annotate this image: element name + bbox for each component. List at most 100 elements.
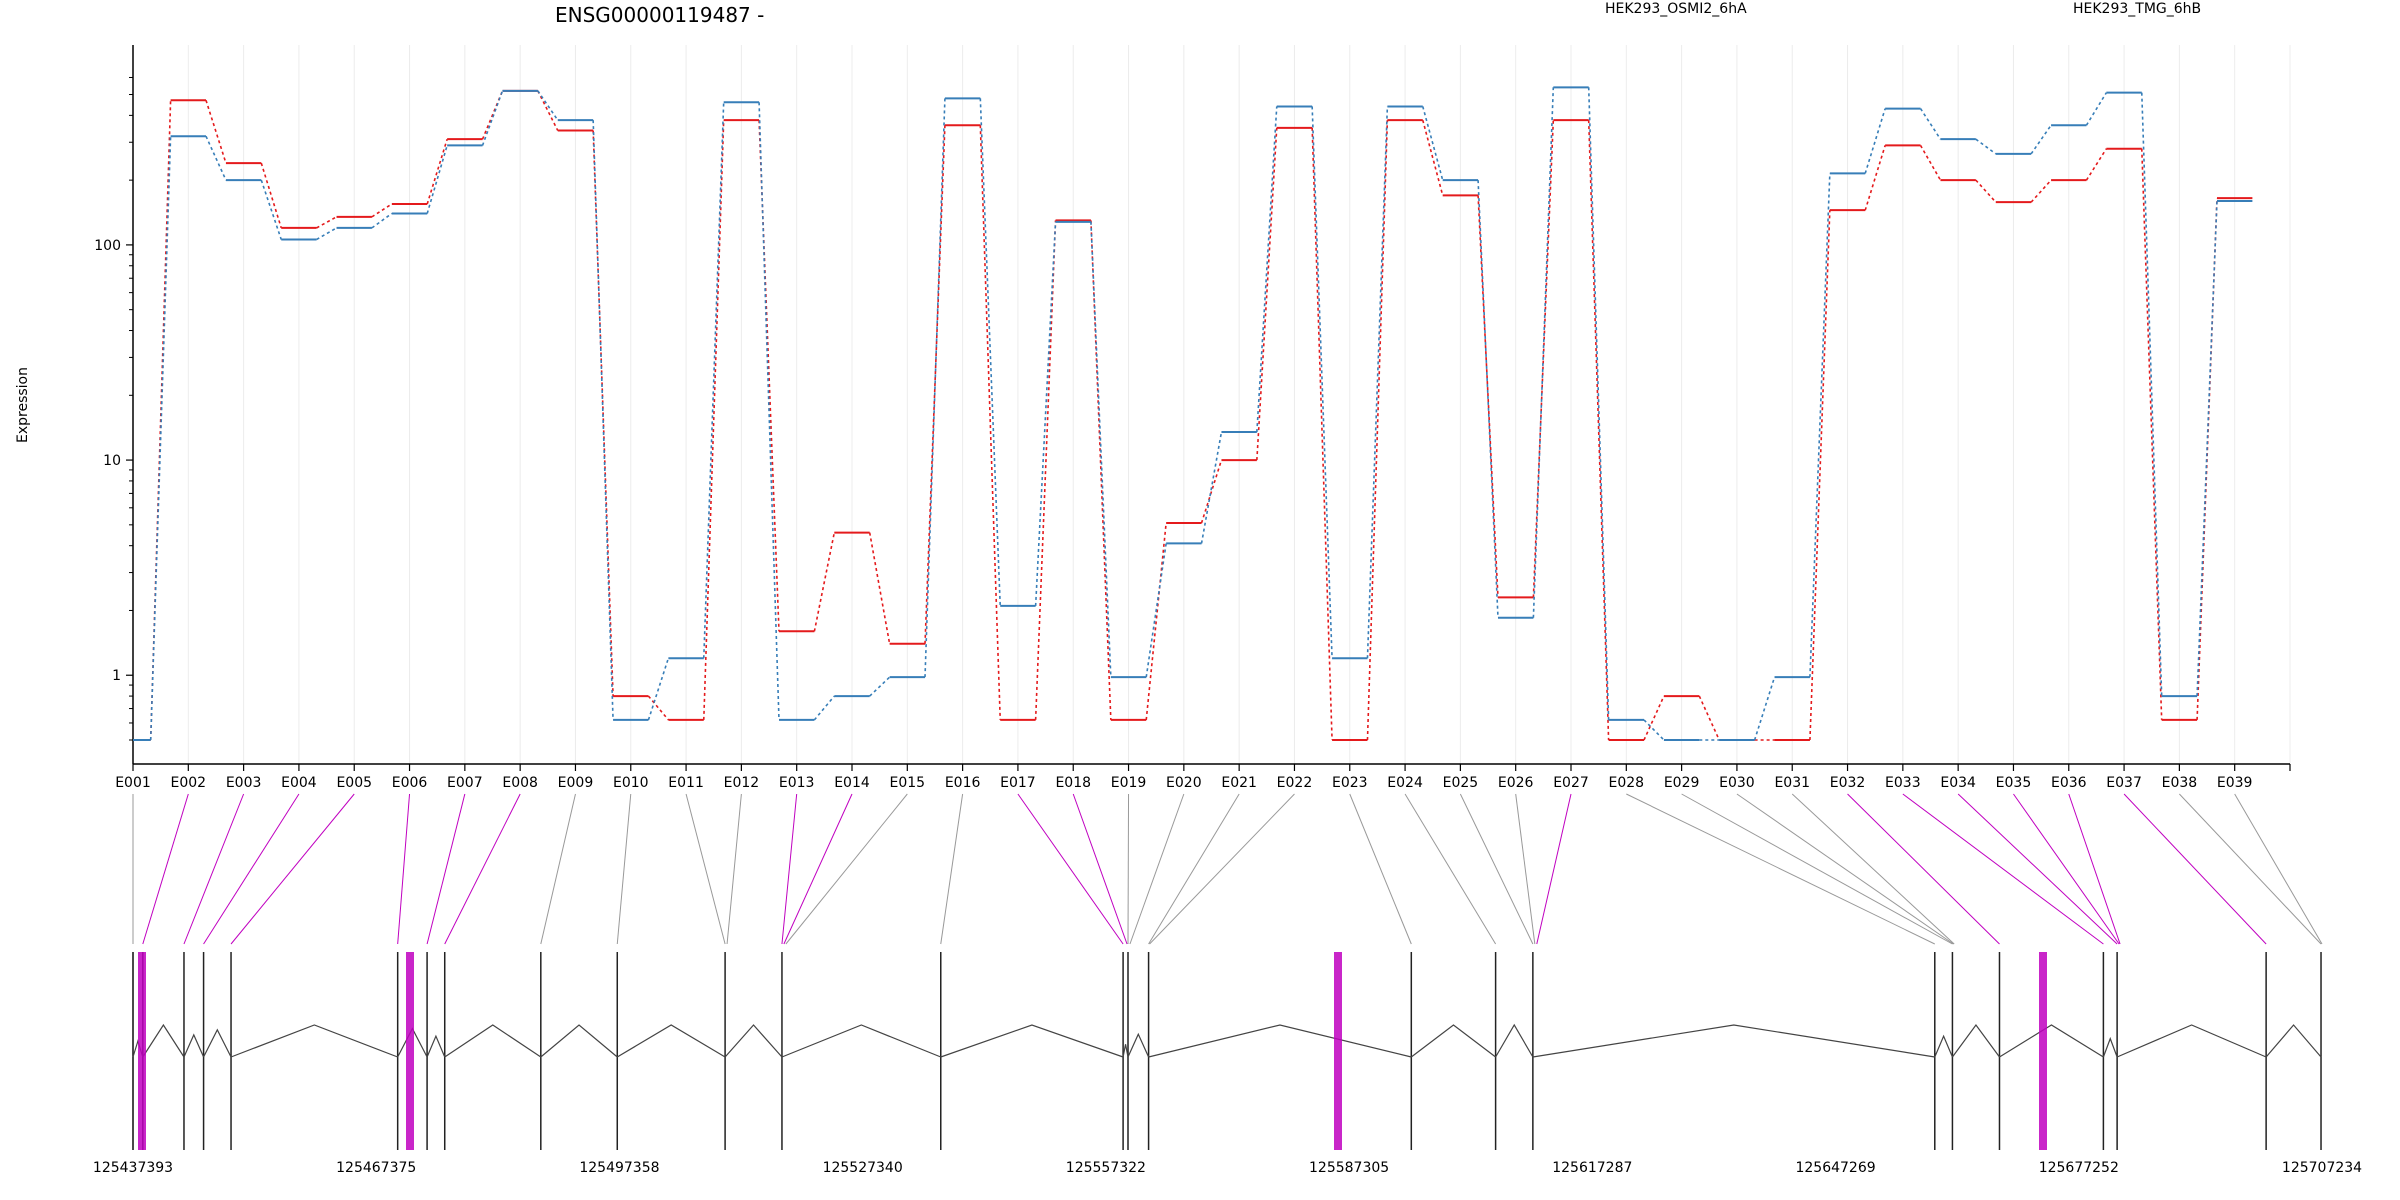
transition-segment <box>426 138 448 205</box>
transition-segment <box>2030 124 2052 155</box>
connector-line <box>1681 793 1953 945</box>
x-tick-label: E001 <box>115 775 151 791</box>
transition-segment <box>1145 543 1167 678</box>
y-axis-label: Expression <box>15 367 31 443</box>
intron-line <box>1122 1044 1129 1058</box>
series-2 <box>133 86 2253 741</box>
transition-segment <box>647 695 669 721</box>
transition-segment <box>979 125 1002 720</box>
connector-line <box>1736 793 1954 945</box>
connector-line <box>1404 793 1497 945</box>
connector-line <box>781 793 798 945</box>
x-tick-label: E002 <box>171 775 207 791</box>
connector-line <box>444 793 521 945</box>
x-ticks: E001 E002 E003 E004 E005 E006 E007 E008 E009 E010… <box>115 764 2291 791</box>
intron-line <box>616 1024 726 1058</box>
connector-line <box>1129 793 1185 945</box>
x-tick-label: E012 <box>724 775 760 791</box>
exon-connectors <box>132 793 2323 945</box>
transition-segment <box>149 136 172 741</box>
chart-title: ENSG00000119487 - <box>555 3 764 27</box>
transition-segment <box>2085 148 2108 181</box>
x-tick-label: E007 <box>447 775 483 791</box>
x-tick-label: E005 <box>336 775 372 791</box>
connector-line <box>1149 793 1295 945</box>
connector-line <box>2179 793 2322 945</box>
transition-segment <box>371 203 393 218</box>
transition-segment <box>481 90 504 146</box>
intron-line <box>1999 1024 2104 1058</box>
transition-segment <box>758 120 780 632</box>
transition-segment <box>702 102 725 659</box>
axes: 1 10 100 <box>94 45 2290 765</box>
connector-line <box>183 793 245 945</box>
x-tick-label: E004 <box>281 775 317 791</box>
y-tick-label: 1 <box>112 668 121 684</box>
transition-segment <box>260 179 282 240</box>
transition-segment <box>702 120 725 720</box>
coordinate-label: 125527340 <box>823 1160 903 1176</box>
x-tick-label: E016 <box>945 775 981 791</box>
transition-segment <box>1975 179 1997 203</box>
intron-line <box>426 1034 446 1058</box>
connector-line <box>2068 793 2121 945</box>
transition-segment <box>1532 87 1555 618</box>
transition-segment <box>2140 92 2163 697</box>
coordinate-label: 125617287 <box>1552 1160 1632 1176</box>
gene-model <box>132 952 2322 1150</box>
connector-line <box>397 793 411 945</box>
transition-segment <box>316 227 337 241</box>
transition-segment <box>1809 210 1831 741</box>
x-tick-label: E010 <box>613 775 649 791</box>
transition-segment <box>1643 719 1665 741</box>
legend-series-2: HEK293_TMG_6hB <box>2073 1 2201 17</box>
highlighted-exon <box>138 952 146 1150</box>
transition-segment <box>537 90 559 131</box>
series-lines <box>133 86 2253 741</box>
x-tick-label: E019 <box>1111 775 1147 791</box>
connector-line <box>1902 793 2104 945</box>
transition-segment <box>2140 148 2163 720</box>
transition-segment <box>1366 120 1389 741</box>
transition-segment <box>1366 106 1389 659</box>
x-tick-label: E014 <box>834 775 870 791</box>
transition-segment <box>537 90 559 121</box>
x-tick-label: E034 <box>1940 775 1976 791</box>
coordinate-label: 125647269 <box>1795 1160 1875 1176</box>
transition-segment <box>1477 195 1499 598</box>
x-tick-label: E021 <box>1221 775 1257 791</box>
intron-line <box>1148 1024 1412 1058</box>
transition-segment <box>924 125 946 644</box>
transition-segment <box>1311 106 1333 659</box>
transition-segment <box>1698 695 1720 741</box>
x-tick-label: E015 <box>890 775 926 791</box>
connector-line <box>1515 793 1536 945</box>
x-tick-label: E022 <box>1277 775 1313 791</box>
transition-segment <box>1864 108 1886 174</box>
x-tick-label: E029 <box>1664 775 1700 791</box>
transition-segment <box>1145 522 1167 720</box>
transition-segment <box>1532 120 1555 598</box>
coordinate-label: 125707234 <box>2282 1160 2362 1176</box>
transition-segment <box>1753 676 1776 741</box>
intron-line <box>1127 1032 1150 1058</box>
intron-line <box>1934 1034 1953 1058</box>
highlighted-exon <box>2039 952 2047 1150</box>
y-tick-label: 10 <box>103 453 121 469</box>
transition-segment <box>1200 431 1223 544</box>
connector-line <box>1072 793 1128 945</box>
intron-line <box>1495 1023 1534 1058</box>
connector-line <box>685 793 726 945</box>
connector-line <box>1626 793 1936 945</box>
transition-segment <box>1809 173 1831 678</box>
coordinate-label: 125467375 <box>336 1160 416 1176</box>
x-tick-label: E032 <box>1830 775 1866 791</box>
x-tick-label: E009 <box>558 775 594 791</box>
x-tick-label: E036 <box>2051 775 2087 791</box>
transition-segment <box>924 98 946 678</box>
intron-line <box>230 1024 398 1058</box>
x-tick-label: E008 <box>502 775 538 791</box>
intron-line <box>183 1033 205 1058</box>
intron-line <box>940 1024 1124 1058</box>
